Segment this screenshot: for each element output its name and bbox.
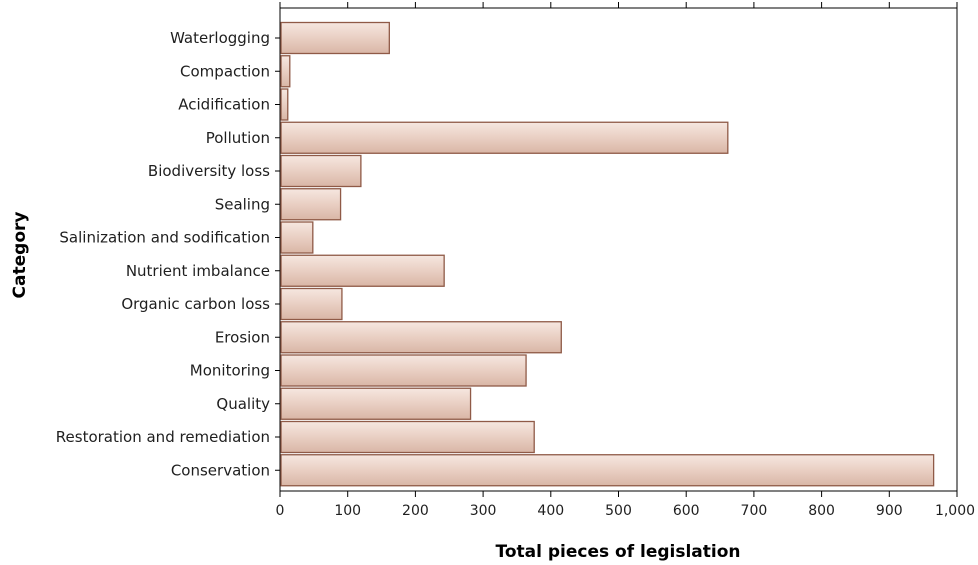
category-labels: Waterlogging Compaction Acidification Pollu… [56,29,280,479]
category-label-salinization-and-sodification: Salinization and sodification [59,229,270,247]
bar-restoration-and-remediation [280,420,535,454]
bar-acidification [280,88,289,121]
bar-quality [280,387,472,420]
category-label-restoration-and-remediation: Restoration and remediation [56,428,270,446]
category-label-acidification: Acidification [178,96,270,114]
bar-erosion [280,321,562,354]
category-label-conservation: Conservation [171,461,270,479]
x-axis-ticks [279,2,958,497]
x-tick-label-1000: 1,000 [935,503,975,519]
x-tick-label-700: 700 [741,503,768,519]
category-label-waterlogging: Waterlogging [170,29,270,47]
x-axis-tick-labels: 0 100 200 300 400 500 600 700 800 900 1,000 [276,503,976,519]
category-label-sealing: Sealing [215,195,270,213]
category-label-erosion: Erosion [215,328,270,346]
x-tick-label-500: 500 [605,503,632,519]
category-label-pollution: Pollution [206,129,270,147]
bar-biodiversity-loss [280,154,362,188]
bar-pollution [280,121,729,154]
bar-sealing [280,188,342,221]
x-tick-label-100: 100 [334,503,361,519]
bar-salinization-and-sodification [280,221,314,254]
category-label-compaction: Compaction [180,62,270,80]
x-tick-label-200: 200 [402,503,429,519]
bar-nutrient-imbalance [280,254,445,287]
bar-waterlogging [280,21,390,55]
x-tick-label-300: 300 [470,503,497,519]
x-tick-label-600: 600 [673,503,700,519]
x-tick-label-400: 400 [537,503,564,519]
category-label-biodiversity-loss: Biodiversity loss [148,162,270,180]
category-label-organic-carbon-loss: Organic carbon loss [121,295,270,313]
category-label-nutrient-imbalance: Nutrient imbalance [126,262,270,280]
x-tick-label-800: 800 [808,503,835,519]
x-tick-label-0: 0 [276,503,285,519]
bar-compaction [280,55,291,88]
category-label-quality: Quality [216,395,270,413]
bar-monitoring [280,354,527,387]
x-tick-label-900: 900 [876,503,903,519]
bar-organic-carbon-loss [280,287,343,321]
bar-group [280,21,935,487]
category-label-monitoring: Monitoring [190,362,270,380]
x-axis-title: Total pieces of legislation [495,542,740,562]
y-axis-title: Category [10,212,30,299]
bar-conservation [280,454,935,487]
